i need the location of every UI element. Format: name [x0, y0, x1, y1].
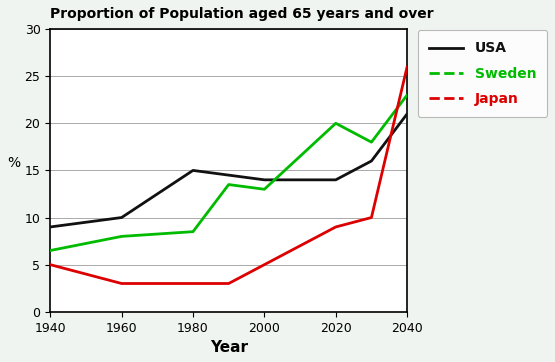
X-axis label: Year: Year	[210, 340, 248, 355]
Text: Proportion of Population aged 65 years and over: Proportion of Population aged 65 years a…	[50, 7, 434, 21]
Legend: USA, Sweden, Japan: USA, Sweden, Japan	[418, 30, 547, 117]
Y-axis label: %: %	[7, 156, 20, 171]
